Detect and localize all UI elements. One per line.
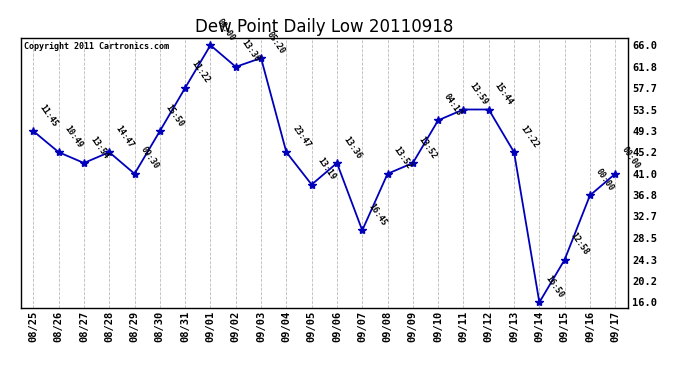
Text: 00:00: 00:00 [215, 17, 237, 42]
Text: 15:44: 15:44 [493, 81, 515, 107]
Text: 11:45: 11:45 [37, 103, 59, 128]
Text: 13:52: 13:52 [417, 135, 439, 160]
Text: 15:50: 15:50 [164, 103, 186, 128]
Text: 10:49: 10:49 [63, 124, 85, 149]
Text: 05:20: 05:20 [265, 30, 287, 55]
Text: 09:30: 09:30 [139, 146, 161, 171]
Text: 17:22: 17:22 [518, 124, 540, 149]
Text: Copyright 2011 Cartronics.com: Copyright 2011 Cartronics.com [23, 42, 169, 51]
Text: 16:50: 16:50 [544, 274, 565, 300]
Text: 13:30: 13:30 [240, 38, 262, 64]
Text: 13:52: 13:52 [392, 146, 413, 171]
Text: 13:54: 13:54 [88, 135, 110, 160]
Text: 14:47: 14:47 [113, 124, 135, 149]
Text: 12:58: 12:58 [569, 231, 591, 257]
Text: 23:47: 23:47 [290, 124, 313, 149]
Text: 00:00: 00:00 [620, 146, 641, 171]
Text: 11:22: 11:22 [189, 60, 211, 85]
Text: 13:36: 13:36 [341, 135, 363, 160]
Text: 16:45: 16:45 [366, 202, 388, 228]
Text: 13:19: 13:19 [316, 156, 337, 182]
Title: Dew Point Daily Low 20110918: Dew Point Daily Low 20110918 [195, 18, 453, 36]
Text: 13:59: 13:59 [468, 81, 489, 107]
Text: 04:13: 04:13 [442, 92, 464, 117]
Text: 00:00: 00:00 [594, 167, 616, 193]
